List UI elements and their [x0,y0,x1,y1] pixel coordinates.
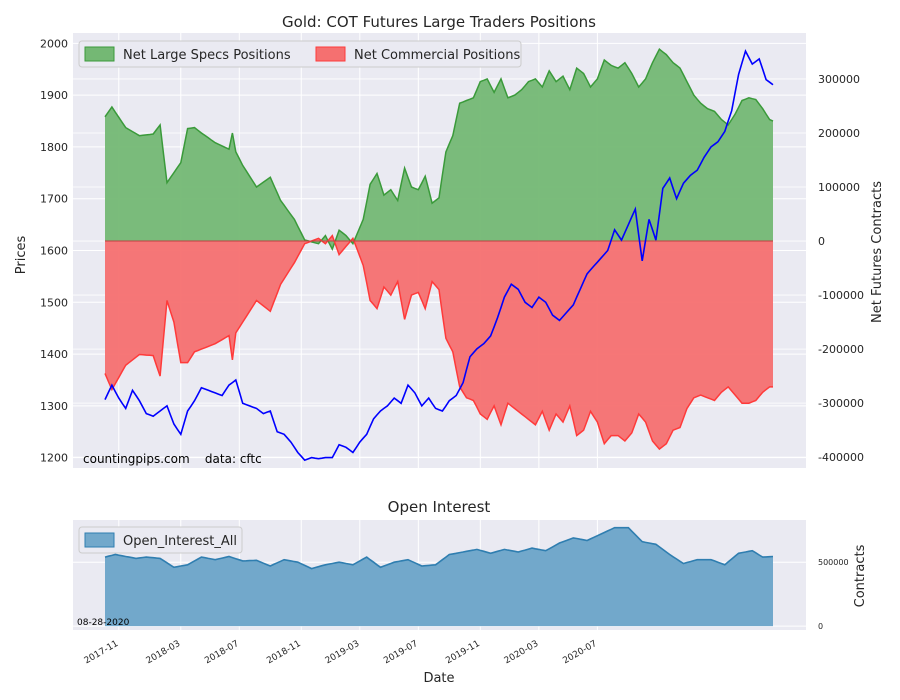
main-chart-title: Gold: COT Futures Large Traders Position… [282,13,596,31]
right-tick-label: 0 [818,235,825,248]
x-tick-label: 2018-07 [203,639,241,666]
x-axis-ticks: 2017-11 2018-03 2018-07 2018-11 2019-03 2019-… [83,639,599,666]
left-tick-label: 1900 [40,89,68,102]
x-tick-label: 2018-03 [145,639,183,666]
left-y-ticks: 1200 1300 1400 1500 1600 1700 1800 1900 2000 [40,37,68,464]
x-tick-label: 2020-07 [561,639,599,666]
right-y-ticks: -400000 -300000 -200000 -100000 0 100000 20000… [818,73,864,464]
x-tick-label: 2018-11 [265,639,303,666]
oi-right-tick-label: 500000 [818,558,849,567]
commercial-area [105,235,773,450]
right-tick-label: 100000 [818,181,860,194]
oi-legend-box [78,526,243,554]
specs-area [105,49,773,250]
price-line-path [104,48,774,462]
x-axis-label: Date [423,671,454,686]
left-tick-label: 1400 [40,348,68,361]
legend-label-commercial: Net Commercial Positions [354,48,520,63]
left-tick-label: 1700 [40,193,68,206]
right-tick-label: -400000 [818,451,864,464]
source-watermark: countingpips.com data: cftc [83,452,262,466]
left-tick-label: 1600 [40,245,68,258]
legend-swatch-commercial [315,46,346,62]
oi-y-axis-label: Contracts [853,544,868,607]
report-date-label: 08-28-2020 [77,618,130,628]
legend-swatch-open-interest [84,532,115,548]
right-tick-label: -100000 [818,289,864,302]
right-y-axis-label: Net Futures Contracts [870,181,885,323]
main-legend: Net Large Specs Positions Net Commercial… [78,40,522,68]
main-areas [104,48,774,451]
left-tick-label: 2000 [40,37,68,50]
legend-label-open-interest: Open_Interest_All [123,534,237,549]
open-interest-line [104,526,774,570]
x-tick-label: 2019-07 [382,639,420,666]
oi-right-y-ticks: 0 500000 [818,558,849,631]
x-tick-label: 2019-11 [444,639,482,666]
left-tick-label: 1500 [40,296,68,309]
oi-area [104,526,774,627]
left-tick-label: 1800 [40,141,68,154]
open-interest-area [105,527,773,627]
oi-right-tick-label: 0 [818,622,823,631]
right-tick-label: 300000 [818,73,860,86]
x-tick-label: 2017-11 [83,639,121,666]
legend-label-specs: Net Large Specs Positions [123,48,291,63]
right-tick-label: -300000 [818,397,864,410]
left-tick-label: 1300 [40,400,68,413]
x-tick-label: 2019-03 [324,639,362,666]
right-tick-label: -200000 [818,343,864,356]
specs-line [104,48,774,251]
oi-chart-title: Open Interest [388,498,491,516]
oi-legend: Open_Interest_All [78,526,243,554]
commercial-line [104,234,773,451]
price-line [104,48,774,462]
left-y-axis-label: Prices [14,236,29,275]
right-tick-label: 200000 [818,127,860,140]
x-tick-label: 2020-03 [503,639,541,666]
legend-swatch-specs [84,46,115,62]
main-legend-box [78,40,522,68]
left-tick-label: 1200 [40,452,68,465]
